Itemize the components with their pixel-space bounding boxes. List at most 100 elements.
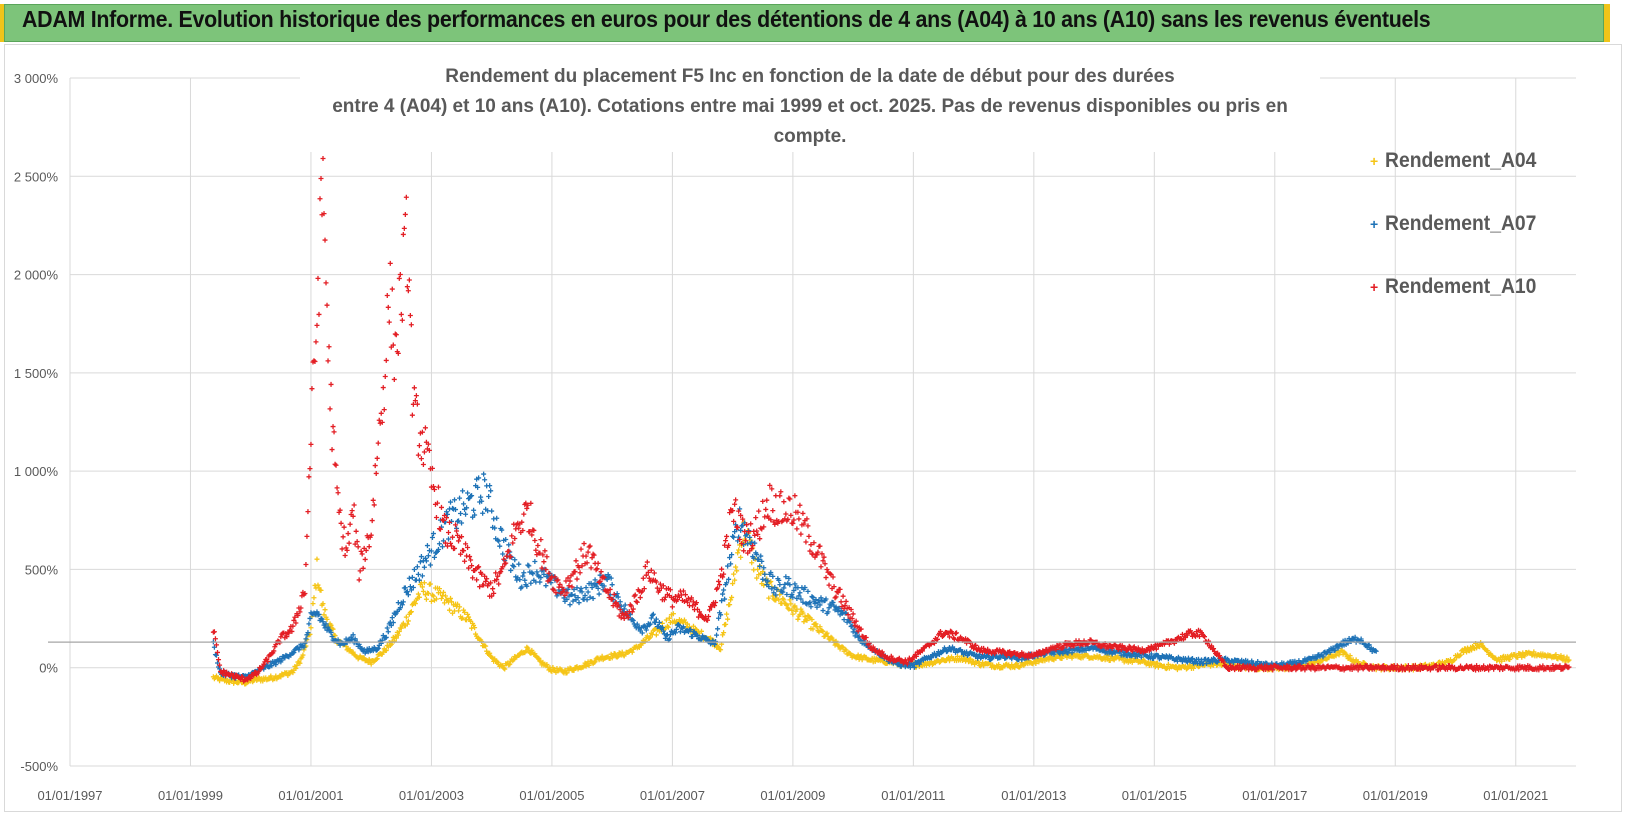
x-tick-label: 01/01/2011 [881, 788, 945, 803]
data-point [461, 548, 467, 554]
series-Rendement_A10 [210, 156, 1572, 684]
data-point [415, 591, 421, 597]
data-point [491, 590, 497, 596]
data-point [435, 484, 441, 490]
data-point [353, 528, 359, 534]
data-point [1215, 650, 1221, 656]
data-point [766, 584, 772, 590]
data-point [422, 555, 428, 561]
data-point [564, 597, 570, 603]
data-point [791, 588, 797, 594]
horizontal-gridlines [70, 77, 1576, 767]
data-point [372, 463, 378, 469]
data-point [414, 564, 420, 570]
data-point [1173, 638, 1179, 644]
data-point [1204, 661, 1210, 667]
data-point [273, 662, 279, 668]
data-point [786, 606, 792, 612]
data-point [911, 664, 917, 670]
data-point [1352, 634, 1358, 640]
data-point [494, 658, 500, 664]
data-point [814, 552, 820, 558]
data-point [693, 600, 699, 606]
data-point [644, 559, 650, 565]
data-point [317, 196, 323, 202]
data-point [439, 517, 445, 523]
data-point [450, 534, 456, 540]
data-point [528, 580, 534, 586]
data-point [314, 609, 320, 615]
data-point [796, 516, 802, 522]
data-point [594, 566, 600, 572]
data-point [381, 407, 387, 413]
data-point [792, 603, 798, 609]
data-point [319, 616, 325, 622]
data-point [1469, 663, 1475, 669]
data-point [421, 564, 427, 570]
data-point [733, 564, 739, 570]
data-point [807, 599, 813, 605]
data-point [289, 628, 295, 634]
data-point [429, 465, 435, 471]
data-point [734, 568, 740, 574]
data-point [843, 647, 849, 653]
data-point [971, 646, 977, 652]
data-point [996, 662, 1002, 668]
data-point [642, 638, 648, 644]
data-point [566, 583, 572, 589]
data-point [529, 532, 535, 538]
data-point [816, 597, 822, 603]
data-point [1084, 652, 1090, 658]
data-point [339, 546, 345, 552]
data-point [660, 583, 666, 589]
data-point [833, 638, 839, 644]
data-point [423, 596, 429, 602]
data-point [327, 406, 333, 412]
data-point [436, 541, 442, 547]
data-point [465, 490, 471, 496]
data-point [462, 609, 468, 615]
data-point [380, 385, 386, 391]
data-point [446, 529, 452, 535]
data-point [820, 628, 826, 634]
data-point [762, 514, 768, 520]
data-point [738, 512, 744, 518]
data-point [521, 511, 527, 517]
data-point [304, 637, 310, 643]
data-point [831, 584, 837, 590]
data-point [992, 651, 998, 657]
data-point [724, 580, 730, 586]
data-point [798, 596, 804, 602]
data-point [507, 661, 513, 667]
data-point [569, 584, 575, 590]
data-point [452, 497, 458, 503]
data-point [1184, 632, 1190, 638]
data-point [825, 609, 831, 615]
data-point [487, 483, 493, 489]
data-point [313, 339, 319, 345]
data-point [1283, 666, 1289, 672]
data-point [400, 231, 406, 237]
data-point [352, 541, 358, 547]
data-point [730, 581, 736, 587]
data-point [407, 313, 413, 319]
data-point [629, 617, 635, 623]
data-point [634, 621, 640, 627]
data-point [1217, 653, 1223, 659]
data-point [546, 570, 552, 576]
data-point [1246, 667, 1252, 673]
data-point [792, 581, 798, 587]
data-point [1138, 654, 1144, 660]
data-point [389, 286, 395, 292]
data-point [440, 517, 446, 523]
data-point [520, 527, 526, 533]
y-axis-labels: -500% 0% 500% 1 000% 1 500% 2 000% 2 500% 3 000… [14, 71, 59, 774]
data-point [318, 587, 324, 593]
data-point [684, 599, 690, 605]
data-point [407, 610, 413, 616]
data-point [973, 642, 979, 648]
data-point [489, 508, 495, 514]
data-point [1190, 665, 1196, 671]
data-point [804, 516, 810, 522]
data-point [1046, 657, 1052, 663]
